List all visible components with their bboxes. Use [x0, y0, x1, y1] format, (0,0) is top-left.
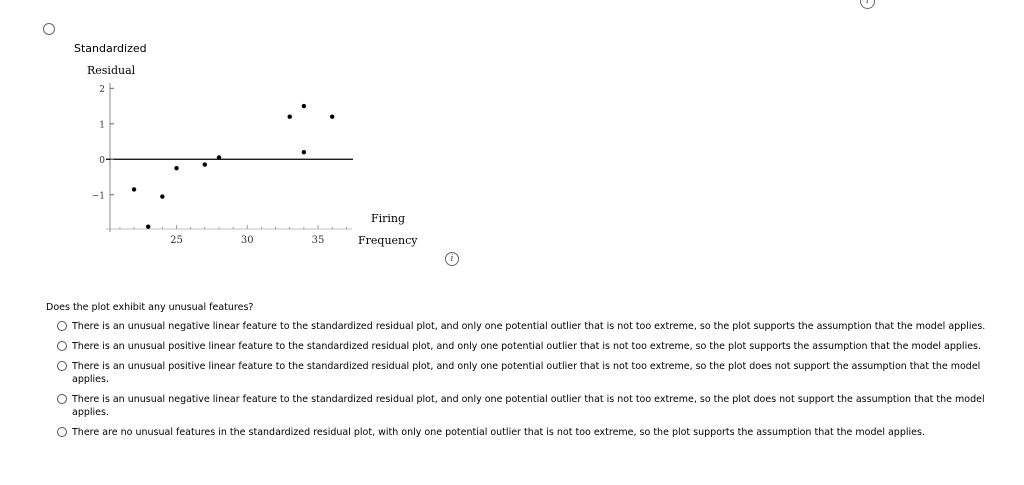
data-point [301, 103, 307, 109]
answer-option[interactable]: There is an unusual positive linear feat… [57, 360, 993, 386]
y-axis-label-line-1: Standardized [74, 42, 147, 55]
data-point [287, 114, 292, 119]
data-point [216, 155, 222, 160]
y-axis-label-line-2: Residual [87, 64, 136, 77]
answer-option[interactable]: There is an unusual negative linear feat… [57, 393, 993, 419]
radio-button-icon[interactable] [57, 394, 67, 404]
y-tick-label: 0 [99, 156, 105, 166]
data-point [146, 224, 151, 229]
data-point [329, 114, 335, 119]
answer-option-text: There is an unusual positive linear feat… [72, 361, 981, 385]
y-tick-label: 2 [99, 85, 105, 95]
axis-ticks: 2 1 0 −1 25 30 35 [92, 85, 347, 246]
answer-option-text: There are no unusual features in the sta… [72, 427, 925, 438]
answer-option[interactable]: There are no unusual features in the sta… [57, 426, 993, 439]
answer-choice-radio-icon[interactable] [43, 23, 55, 35]
data-point [160, 194, 165, 199]
data-point [202, 162, 208, 167]
y-tick-label: −1 [92, 191, 105, 201]
answer-options: There is an unusual negative linear feat… [57, 320, 993, 439]
data-points [131, 103, 335, 229]
answer-option[interactable]: There is an unusual positive linear feat… [57, 340, 993, 353]
x-tick-label: 35 [312, 235, 325, 246]
radio-button-icon[interactable] [57, 361, 67, 371]
residual-scatter-plot: 2 1 0 −1 25 30 35 [92, 83, 353, 246]
y-tick-label: 1 [99, 120, 105, 130]
radio-button-icon[interactable] [57, 427, 67, 437]
answer-option-text: There is an unusual negative linear feat… [72, 321, 986, 332]
radio-button-icon[interactable] [57, 321, 67, 331]
data-point [301, 149, 307, 155]
info-icon[interactable]: i [445, 252, 459, 266]
answer-option-text: There is an unusual negative linear feat… [72, 394, 985, 418]
answer-option[interactable]: There is an unusual negative linear feat… [57, 320, 993, 333]
radio-button-icon[interactable] [57, 341, 67, 351]
x-axis-label-line-1: Firing [371, 212, 406, 225]
plot-axes [106, 83, 353, 232]
x-tick-label: 30 [241, 235, 254, 246]
data-point [131, 187, 137, 192]
x-tick-label: 25 [170, 235, 183, 246]
answer-option-text: There is an unusual positive linear feat… [72, 341, 982, 352]
question-text: Does the plot exhibit any unusual featur… [46, 302, 254, 313]
data-point [174, 165, 179, 171]
x-axis-label-line-2: Frequency [358, 234, 418, 247]
